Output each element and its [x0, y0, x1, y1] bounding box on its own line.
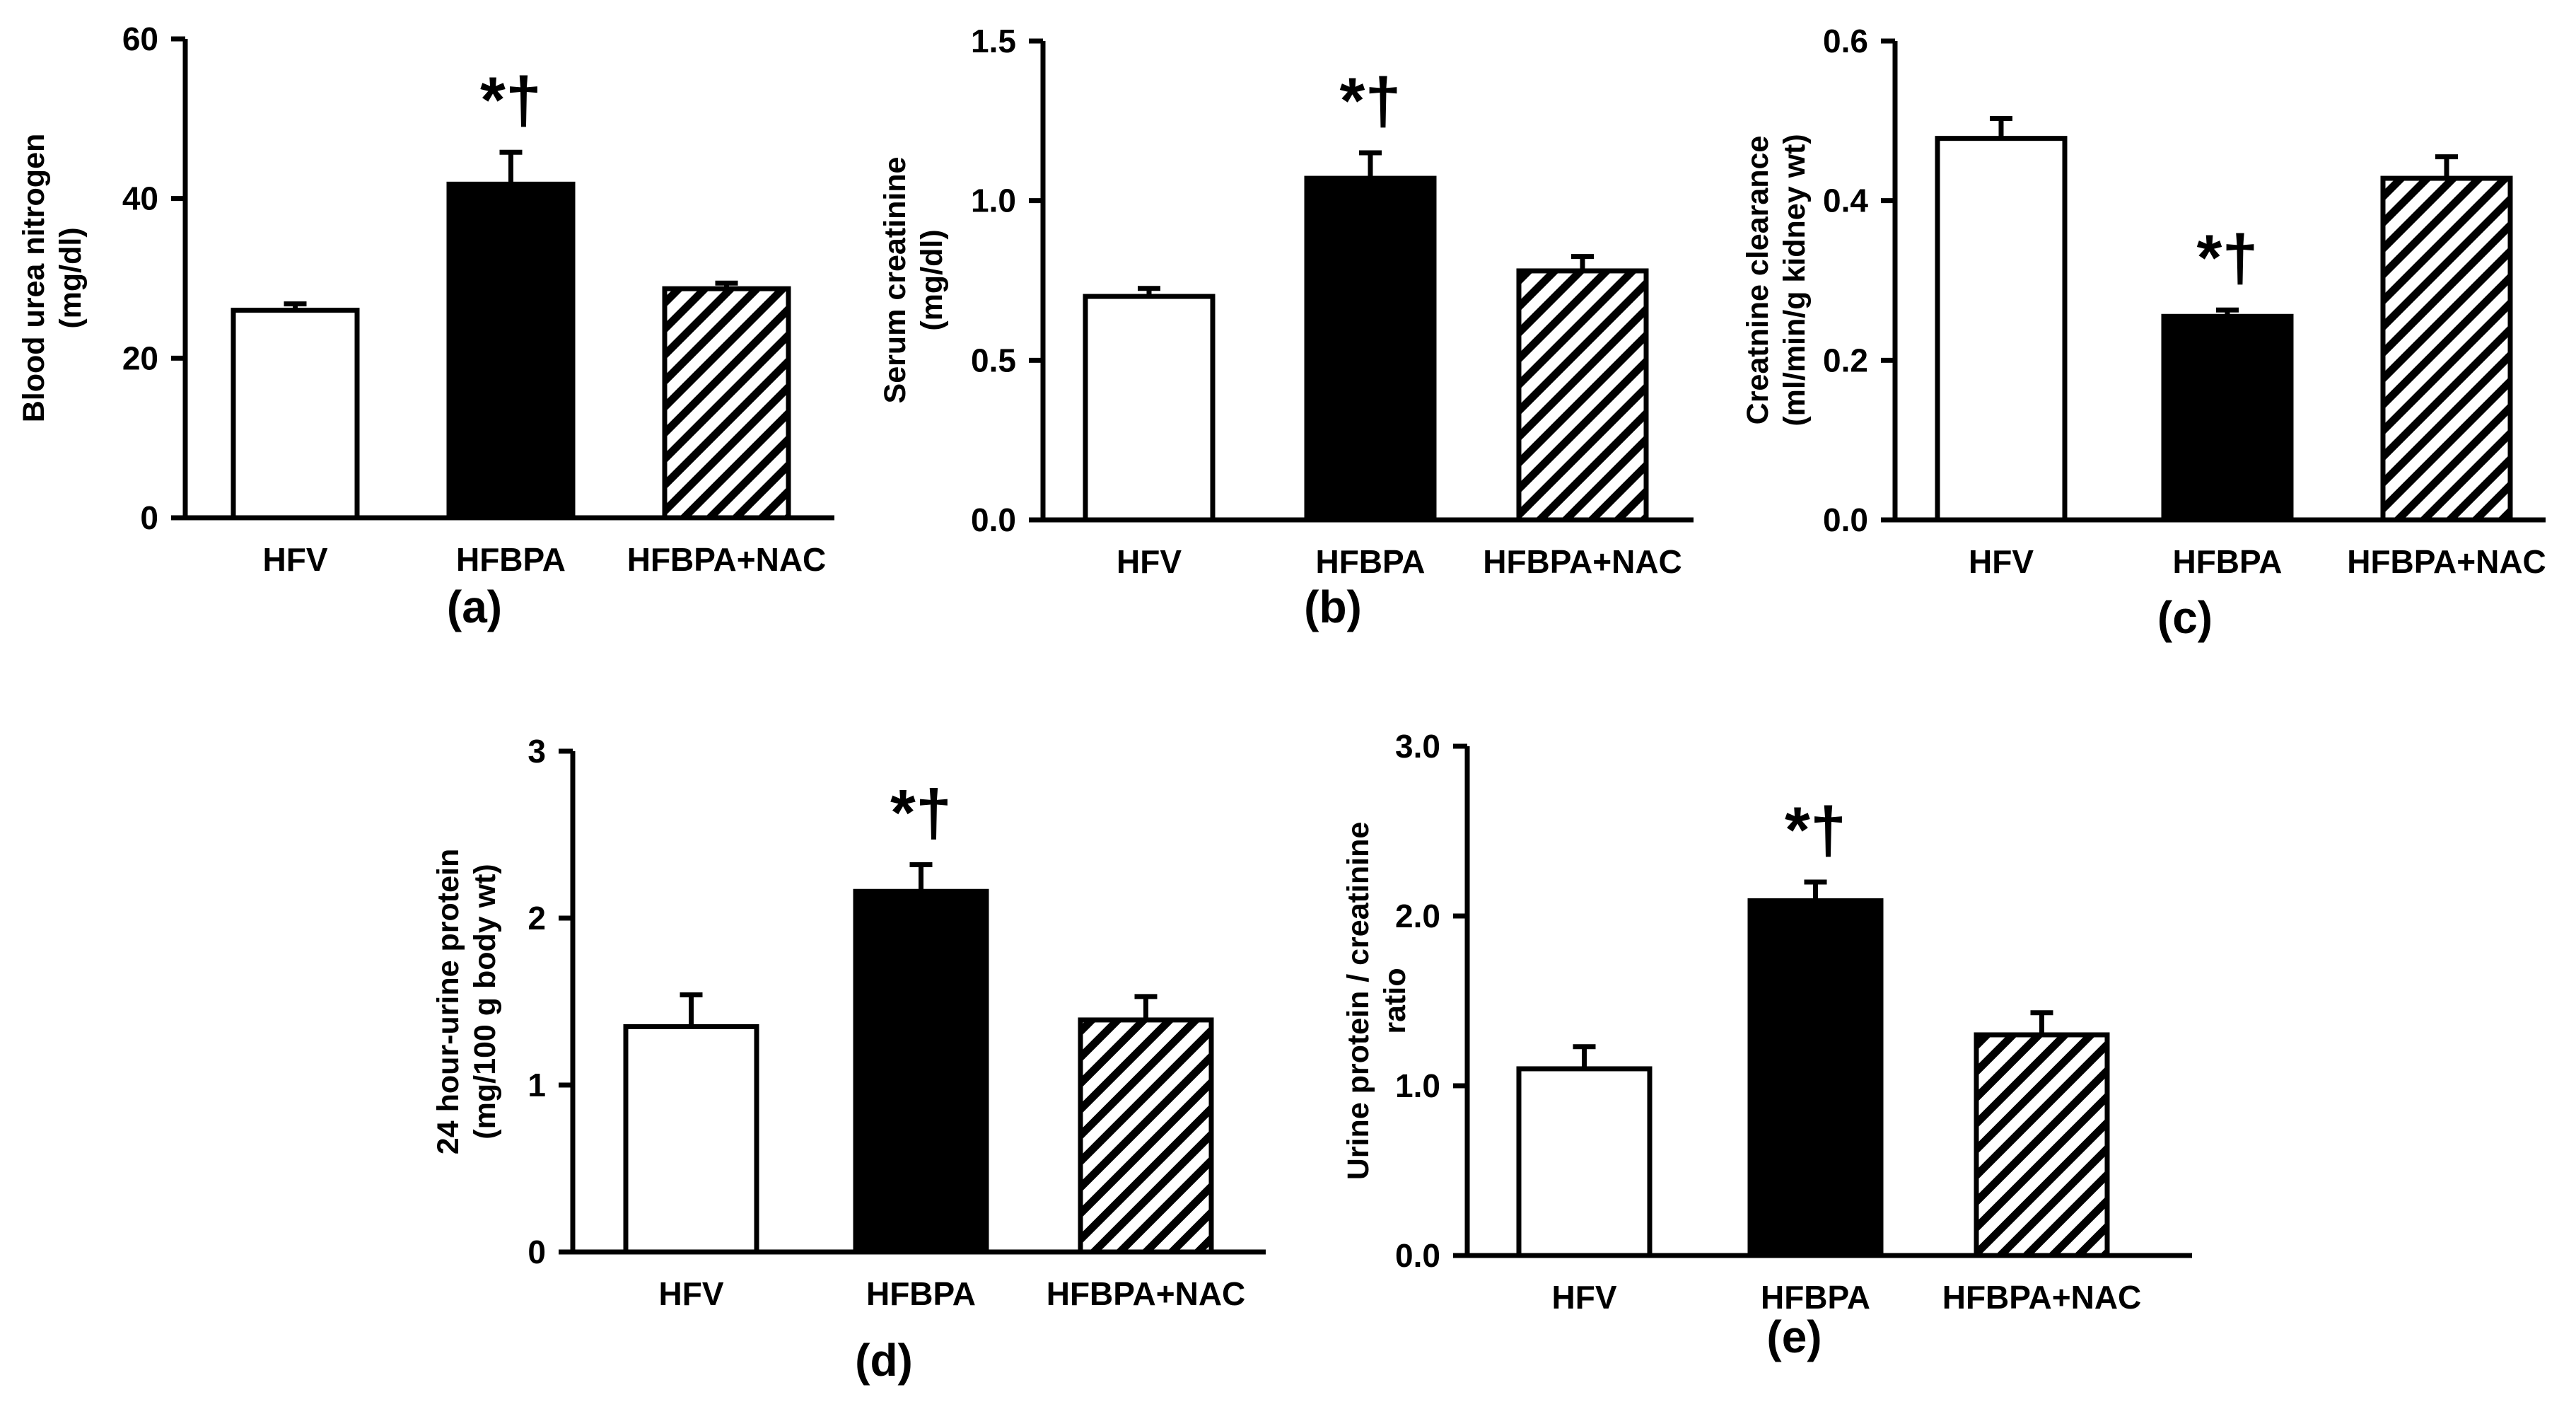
- y-tick-label: 0: [528, 1234, 546, 1270]
- panel-label: (b): [1304, 581, 1362, 632]
- y-axis-label-line: Creatnine clearance: [1741, 136, 1775, 425]
- y-tick-label: 0.0: [971, 501, 1016, 538]
- y-axis-label-line: 24 hour-urine protein: [431, 849, 465, 1154]
- bar-hfv: [623, 1024, 759, 1255]
- bar-hfbpa: [853, 888, 989, 1255]
- category-label: HFBPA: [866, 1275, 976, 1312]
- category-label: HFBPA+NAC: [1942, 1279, 2142, 1316]
- y-tick-label: 3: [528, 733, 546, 770]
- y-axis-label-line: (mg/dl): [915, 229, 949, 330]
- bar-hfbpa-nac: [2380, 175, 2513, 523]
- y-axis-label: Blood urea nitrogen(mg/dl): [17, 134, 88, 423]
- y-axis-label-line: Blood urea nitrogen: [17, 134, 51, 423]
- panel-label: (d): [855, 1335, 913, 1386]
- bar-hfbpa-nac: [1078, 1017, 1214, 1255]
- category-label: HFBPA: [1315, 543, 1425, 580]
- panel-label: (a): [447, 581, 502, 632]
- bar-hfv: [1516, 1066, 1653, 1258]
- y-axis-label-line: (mg/dl): [54, 227, 88, 328]
- y-axis-label-line: Serum creatinine: [878, 157, 912, 404]
- significance-marker: *†: [2197, 222, 2259, 294]
- bar-hfbpa-nac: [1974, 1032, 2110, 1258]
- bar-hfbpa-nac: [1516, 268, 1649, 523]
- y-tick-label: 0.0: [1395, 1237, 1440, 1274]
- y-tick-label: 0.0: [1823, 501, 1868, 538]
- chart-panel-1: 0 20 40 60 Blood urea nitrogen(mg/dl) HFV HFBP…: [17, 21, 834, 632]
- category-label: HFV: [263, 541, 328, 578]
- y-axis-label: Serum creatinine(mg/dl): [878, 157, 949, 404]
- panel-label: (e): [1766, 1311, 1822, 1362]
- category-label: HFBPA+NAC: [627, 541, 827, 578]
- y-tick-label: 0.2: [1823, 342, 1868, 378]
- y-tick-label: 2: [528, 900, 546, 937]
- category-label: HFBPA+NAC: [1483, 543, 1682, 580]
- chart-panel-3: 0.0 0.2 0.4 0.6 Creatnine clearance(ml/min/g…: [1741, 23, 2546, 643]
- category-label: HFBPA: [456, 541, 566, 578]
- y-tick-label: 60: [122, 21, 158, 57]
- y-tick-label: 1: [528, 1067, 546, 1103]
- y-tick-label: 3.0: [1395, 728, 1440, 765]
- y-axis-label: Creatnine clearance(ml/min/g kidney wt): [1741, 134, 1812, 426]
- bar-hfbpa-nac: [662, 286, 791, 521]
- y-tick-label: 1.0: [971, 182, 1016, 219]
- y-axis-label: Urine protein / creatinineratio: [1341, 822, 1412, 1181]
- y-axis-label-line: (mg/100 g body wt): [468, 864, 502, 1139]
- y-axis-label-line: ratio: [1378, 968, 1412, 1033]
- category-label: HFV: [1969, 543, 2034, 580]
- y-axis-label: 24 hour-urine protein(mg/100 g body wt): [431, 849, 502, 1154]
- y-axis-label-line: Urine protein / creatinine: [1341, 822, 1375, 1181]
- bar-hfv: [1083, 294, 1216, 523]
- y-tick-label: 0.4: [1823, 182, 1868, 219]
- y-tick-label: 0: [140, 499, 158, 536]
- category-label: HFV: [1117, 543, 1182, 580]
- significance-marker: *†: [1340, 65, 1401, 137]
- chart-panel-5: 0.0 1.0 2.0 3.0 Urine protein / creatininera…: [1341, 728, 2192, 1362]
- bar-hfbpa: [1304, 175, 1437, 523]
- y-tick-label: 1.5: [971, 23, 1016, 59]
- y-tick-label: 2.0: [1395, 898, 1440, 934]
- bar-hfv: [1935, 136, 2068, 523]
- category-label: HFV: [659, 1275, 724, 1312]
- category-label: HFBPA+NAC: [2347, 543, 2546, 580]
- category-label: HFV: [1552, 1279, 1617, 1316]
- chart-panel-4: 0 1 2 3 24 hour-urine protein(mg/100 g body …: [431, 733, 1266, 1386]
- y-tick-label: 0.6: [1823, 23, 1868, 59]
- bar-hfbpa: [446, 181, 576, 521]
- y-tick-label: 40: [122, 180, 158, 217]
- y-tick-label: 1.0: [1395, 1067, 1440, 1104]
- significance-marker: *†: [890, 777, 952, 849]
- bar-hfbpa: [1747, 898, 1884, 1258]
- y-tick-label: 20: [122, 340, 158, 376]
- bar-hfbpa: [2161, 313, 2294, 523]
- chart-panel-2: 0.0 0.5 1.0 1.5 Serum creatinine(mg/dl) HFV HF…: [878, 23, 1694, 632]
- significance-marker: *†: [480, 64, 542, 137]
- y-axis-label-line: (ml/min/g kidney wt): [1778, 134, 1812, 426]
- category-label: HFBPA: [1761, 1279, 1870, 1316]
- y-tick-label: 0.5: [971, 342, 1016, 378]
- category-label: HFBPA: [2172, 543, 2282, 580]
- category-label: HFBPA+NAC: [1047, 1275, 1246, 1312]
- significance-marker: *†: [1785, 794, 1846, 866]
- bar-hfv: [231, 308, 360, 521]
- panel-label: (c): [2157, 592, 2213, 643]
